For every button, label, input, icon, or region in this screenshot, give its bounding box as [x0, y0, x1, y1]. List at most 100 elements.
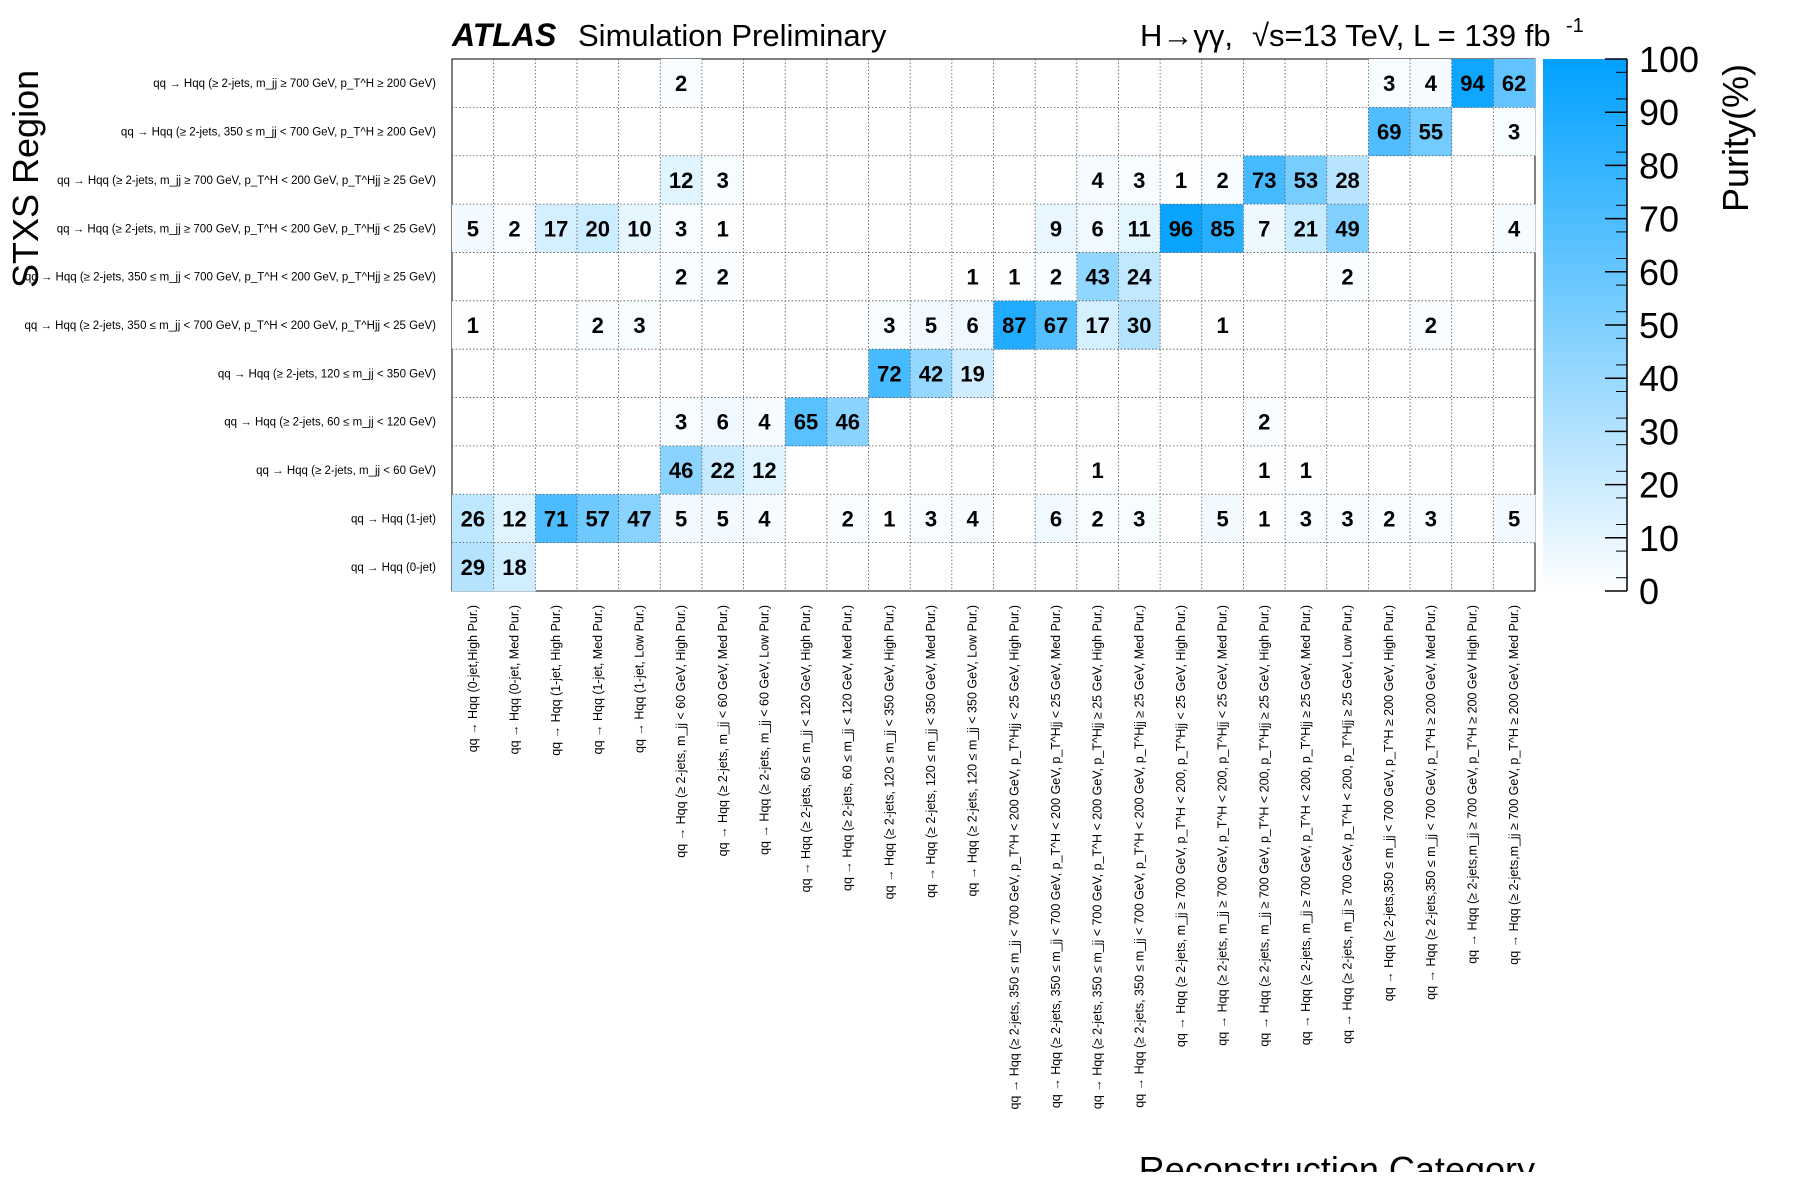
x-tick-label: qq → Hqq (≥ 2-jets, m_jj ≥ 700 GeV, p_T^…: [1299, 605, 1313, 1045]
colorbar-tick-label: 90: [1639, 92, 1679, 133]
x-tick-label: qq → Hqq (1-jet, Med Pur.): [591, 605, 605, 754]
cell-value: 2: [717, 265, 729, 290]
heatmap-cell: [1326, 204, 1369, 253]
cell-value: 3: [1133, 506, 1145, 531]
y-category-labels: qq → Hqq (≥ 2-jets, m_jj ≥ 700 GeV, p_T^…: [24, 78, 436, 574]
cell-value: 19: [960, 361, 984, 386]
heatmap-cell: [993, 252, 1036, 302]
cell-value: 65: [794, 410, 818, 435]
cell-value: 4: [758, 410, 771, 435]
cell-value: 5: [675, 506, 687, 531]
heatmap-cell: [1285, 155, 1328, 205]
cell-value: 2: [1425, 313, 1437, 338]
cell-value: 3: [1300, 506, 1312, 531]
heatmap-cell: [1160, 204, 1203, 253]
y-tick-label: qq → Hqq (≥ 2-jets, 120 ≤ m_jj < 350 GeV…: [218, 368, 436, 380]
x-tick-label: qq → Hqq (≥ 2-jets, m_jj ≥ 700 GeV, p_T^…: [1216, 605, 1230, 1046]
cell-value: 2: [508, 216, 520, 241]
cell-value: 1: [1300, 458, 1312, 483]
heatmap-cell: [868, 494, 911, 543]
x-category-labels: qq → Hqq (0-jet,High Pur.) qq → Hqq (0-je…: [466, 605, 1521, 1110]
cell-value: 9: [1050, 216, 1062, 241]
heatmap-cell: [493, 204, 536, 253]
cell-value: 2: [1050, 265, 1062, 290]
heatmap-cell: [1076, 300, 1119, 350]
heatmap-cell: [1201, 155, 1244, 205]
cell-value: 4: [1092, 168, 1105, 193]
cell-value: 7: [1258, 216, 1270, 241]
cell-value: 62: [1502, 71, 1526, 96]
y-tick-label: qq → Hqq (≥ 2-jets, m_jj ≥ 700 GeV, p_T^…: [57, 175, 436, 187]
cell-value: 1: [1092, 458, 1104, 483]
colorbar-tick-label: 30: [1639, 411, 1679, 452]
heatmap-cell: [1493, 494, 1536, 543]
heatmap-cell: [1076, 155, 1119, 205]
x-tick-label: qq → Hqq (1-jet, High Pur.): [549, 605, 563, 756]
x-tick-label: qq → Hqq (≥ 2-jets, m_jj ≥ 700 GeV, p_T^…: [1341, 605, 1355, 1044]
cell-value: 87: [1002, 313, 1026, 338]
heatmap-cell: [452, 542, 494, 592]
heatmap-cell: [1076, 494, 1119, 543]
heatmap-cell: [951, 494, 994, 543]
cell-value: 2: [675, 71, 687, 96]
heatmap-cell: [701, 397, 744, 447]
heatmap-cell: [701, 204, 744, 253]
x-tick-label: qq → Hqq (1-jet, Low Pur.): [632, 605, 646, 753]
heatmap-cell: [1076, 445, 1119, 495]
cell-value: 67: [1044, 313, 1068, 338]
cell-value: 85: [1210, 216, 1234, 241]
cell-value: 57: [586, 506, 610, 531]
cell-value: 22: [711, 458, 735, 483]
cell-value: 29: [461, 555, 485, 580]
cell-value: 42: [919, 361, 943, 386]
cell-value: 1: [1216, 313, 1228, 338]
cell-value: 46: [835, 410, 859, 435]
y-tick-label: qq → Hqq (≥ 2-jets, m_jj ≥ 700 GeV, p_T^…: [57, 223, 436, 235]
heatmap-cell: [618, 204, 661, 253]
y-tick-label: qq → Hqq (≥ 2-jets, 60 ≤ m_jj < 120 GeV): [224, 417, 436, 429]
x-tick-label: qq → Hqq (≥ 2-jets, m_jj < 60 GeV, Low P…: [757, 605, 771, 855]
heatmap-cell: [951, 300, 994, 350]
cell-value: 1: [1258, 506, 1270, 531]
cell-value: 3: [1508, 120, 1520, 145]
cell-value: 2: [592, 313, 604, 338]
cell-value: 11: [1128, 216, 1151, 241]
x-tick-label: qq → Hqq (≥ 2-jets, m_jj ≥ 700 GeV, p_T^…: [1257, 605, 1271, 1047]
cell-value: 43: [1085, 265, 1109, 290]
x-tick-label: qq → Hqq (≥ 2-jets, 60 ≤ m_jj < 120 GeV,…: [799, 605, 813, 892]
heatmap-cell: [1035, 494, 1078, 543]
cell-value: 1: [883, 506, 895, 531]
y-tick-label: qq → Hqq (≥ 2-jets, m_jj < 60 GeV): [256, 465, 436, 477]
heatmap-cell: [701, 252, 744, 302]
cell-value: 18: [502, 555, 526, 580]
cell-value: 17: [544, 216, 568, 241]
heatmap-cell: [493, 494, 536, 543]
x-tick-label: qq → Hqq (≥ 2-jets,m_jj ≥ 700 GeV, p_T^H…: [1466, 605, 1480, 964]
x-tick-label: qq → Hqq (≥ 2-jets,350 ≤ m_jj < 700 GeV,…: [1382, 605, 1396, 1001]
cell-value: 55: [1419, 120, 1443, 145]
x-tick-label: qq → Hqq (≥ 2-jets, 120 ≤ m_jj < 350 GeV…: [966, 605, 980, 897]
cell-value: 2: [675, 265, 687, 290]
heatmap-cell: [1326, 252, 1369, 302]
cell-value: 49: [1335, 216, 1359, 241]
heatmap-cell: [1118, 155, 1161, 205]
cell-value: 12: [502, 506, 526, 531]
heatmap-cell: [452, 494, 494, 543]
heatmap-cell: [868, 300, 911, 350]
heatmap-cell: [535, 204, 578, 253]
heatmap-cell: [1285, 494, 1328, 543]
heatmap-cell: [910, 494, 953, 543]
heatmap-cell: [951, 252, 994, 302]
heatmap-cell: [1118, 300, 1161, 350]
heatmap-cell: [1410, 494, 1452, 543]
cell-value: 47: [627, 506, 651, 531]
cell-value: 3: [883, 313, 895, 338]
cell-value: 2: [1258, 410, 1270, 435]
y-tick-label: qq → Hqq (≥ 2-jets, 350 ≤ m_jj < 700 GeV…: [24, 320, 436, 332]
heatmap-cell: [951, 349, 994, 398]
cell-value: 6: [967, 313, 979, 338]
cell-value: 20: [586, 216, 610, 241]
heatmap-cell: [910, 349, 953, 398]
cell-value: 5: [925, 313, 937, 338]
cell-value: 5: [1508, 506, 1520, 531]
